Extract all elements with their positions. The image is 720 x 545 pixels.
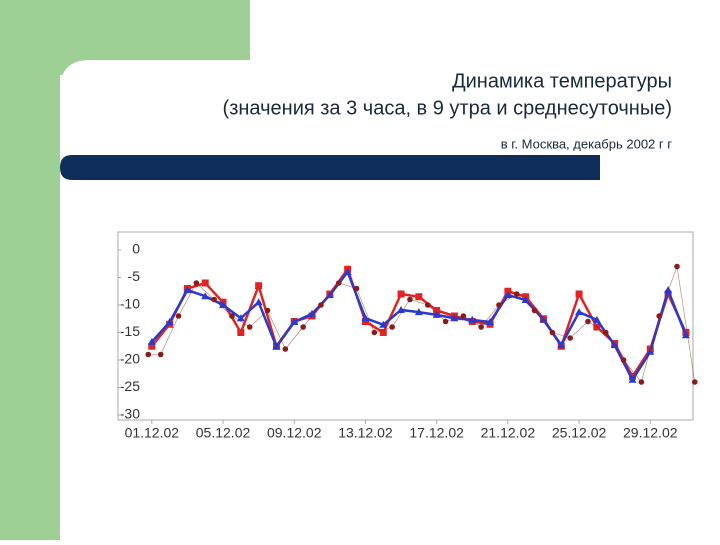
- marker: [246, 324, 253, 330]
- marker: [478, 324, 484, 330]
- marker: [575, 290, 583, 298]
- y-tick-label: -10: [120, 296, 140, 312]
- marker: [424, 302, 431, 308]
- marker: [521, 296, 530, 304]
- marker: [567, 335, 573, 341]
- marker: [229, 313, 235, 319]
- marker: [343, 268, 352, 275]
- marker: [575, 308, 584, 316]
- marker: [300, 324, 306, 330]
- marker: [361, 318, 369, 325]
- x-tick-label: 09.12.02: [267, 425, 322, 441]
- marker: [201, 292, 210, 300]
- series-line: [148, 266, 696, 383]
- marker: [646, 347, 655, 355]
- y-tick-label: -20: [120, 351, 140, 367]
- marker: [371, 329, 378, 336]
- marker: [147, 337, 156, 345]
- marker: [468, 315, 477, 323]
- marker: [496, 302, 502, 308]
- marker: [308, 309, 317, 317]
- marker: [638, 379, 645, 385]
- marker: [389, 324, 395, 330]
- x-tick-label: 29.12.02: [623, 425, 678, 441]
- marker: [549, 329, 556, 336]
- marker: [503, 291, 512, 299]
- marker: [433, 307, 441, 314]
- y-tick-label: -5: [128, 268, 141, 284]
- marker: [264, 307, 271, 314]
- subtitle: (значения за 3 часа, в 9 утра и среднесу…: [223, 97, 672, 119]
- marker: [585, 318, 591, 325]
- marker: [193, 280, 200, 286]
- x-tick-label: 21.12.02: [481, 425, 536, 441]
- title: Динамика температуры: [452, 70, 672, 92]
- marker: [531, 307, 538, 314]
- marker: [237, 329, 245, 336]
- marker: [282, 346, 289, 352]
- marker: [628, 375, 637, 383]
- marker: [361, 314, 370, 322]
- x-tick-label: 05.12.02: [196, 425, 251, 441]
- content-area: [60, 60, 720, 540]
- marker: [145, 351, 152, 358]
- x-tick-label: 13.12.02: [338, 425, 393, 441]
- marker: [602, 329, 609, 336]
- y-tick-label: -30: [120, 406, 140, 422]
- marker: [674, 263, 680, 270]
- marker: [557, 341, 566, 349]
- plot-frame: [117, 231, 694, 421]
- marker: [379, 320, 388, 328]
- green-strip: [0, 0, 60, 540]
- marker: [664, 286, 673, 294]
- header-bar: [60, 155, 600, 180]
- marker: [201, 279, 209, 287]
- marker: [407, 296, 413, 303]
- x-tick-label: 25.12.02: [552, 425, 607, 441]
- marker: [691, 379, 698, 385]
- marker: [539, 315, 548, 323]
- marker: [513, 291, 520, 297]
- marker: [272, 342, 281, 350]
- marker: [610, 341, 619, 349]
- y-tick-label: 0: [132, 241, 140, 257]
- marker: [397, 305, 406, 313]
- marker: [183, 286, 192, 294]
- marker: [157, 351, 164, 358]
- marker: [335, 280, 342, 286]
- y-tick-label: -25: [120, 378, 140, 394]
- marker: [175, 313, 182, 319]
- annotation: в г. Москва, декабрь 2002 г г: [501, 136, 672, 151]
- marker: [432, 310, 441, 318]
- x-tick-label: 17.12.02: [409, 425, 464, 441]
- marker: [254, 298, 263, 306]
- marker: [290, 318, 299, 326]
- x-tick-label: 01.12.02: [125, 425, 180, 441]
- marker: [656, 313, 662, 319]
- marker: [353, 285, 360, 292]
- marker: [592, 315, 601, 323]
- marker: [460, 313, 467, 319]
- marker: [148, 342, 156, 350]
- marker: [379, 329, 387, 336]
- marker: [620, 357, 627, 363]
- marker: [486, 318, 495, 326]
- marker: [415, 293, 423, 301]
- marker: [397, 290, 405, 298]
- marker: [255, 282, 263, 290]
- marker: [236, 314, 245, 322]
- marker: [442, 318, 449, 325]
- marker: [414, 308, 423, 316]
- marker: [318, 302, 324, 308]
- y-tick-label: -15: [120, 323, 140, 339]
- marker: [211, 296, 217, 303]
- marker: [165, 318, 174, 326]
